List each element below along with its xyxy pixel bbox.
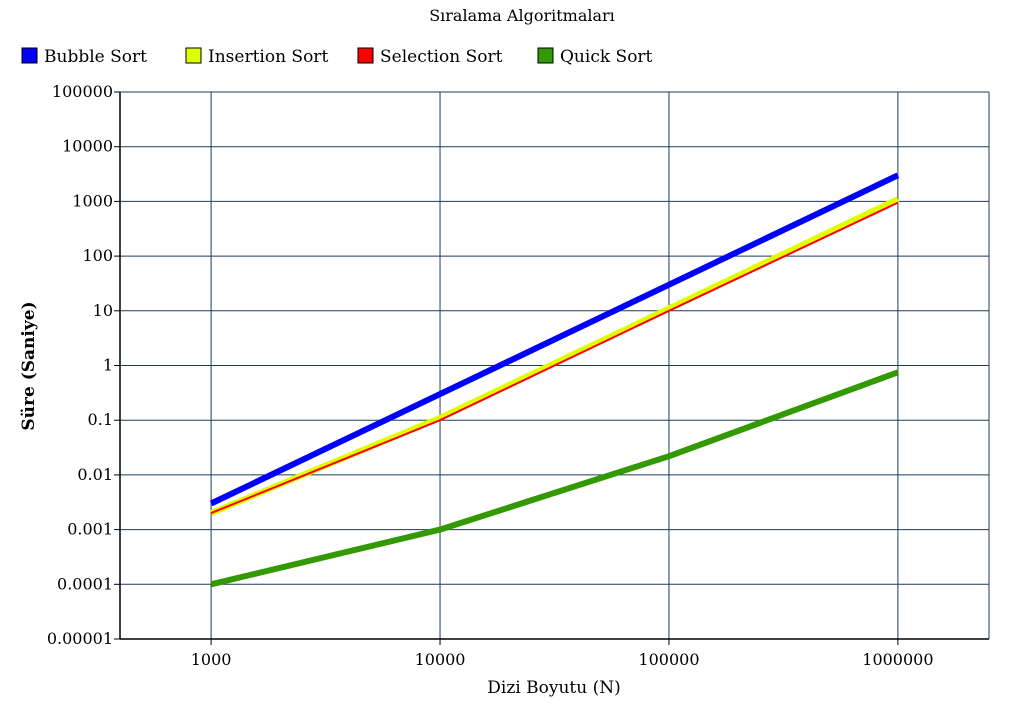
x-tick-label: 10000	[415, 650, 466, 669]
y-axis-label: Süre (Saniye)	[19, 301, 39, 430]
y-tick-label: 0.1	[88, 410, 113, 429]
y-tick-labels: 0.00001 0.0001 0.001 0.01 0.1 1 10 100 1000 10000…	[47, 82, 113, 648]
legend-swatch	[357, 47, 374, 64]
x-tick-label: 1000	[191, 650, 232, 669]
y-tick-label: 1	[103, 356, 113, 375]
series-line-quick-sort	[210, 369, 899, 588]
series-line-selection-sort	[210, 201, 899, 515]
y-tick-label: 10000	[62, 137, 113, 156]
legend-label: Insertion Sort	[208, 47, 328, 67]
legend-swatch	[185, 47, 202, 64]
legend-item-insertion-sort: Insertion Sort	[185, 47, 328, 67]
y-tick-label: 0.01	[77, 465, 113, 484]
y-tick-label: 100000	[52, 82, 113, 101]
y-tick-label: 0.0001	[57, 574, 113, 593]
x-tick-label: 100000	[638, 650, 699, 669]
y-tick-label: 10	[93, 301, 113, 320]
axes	[114, 91, 989, 645]
series-line-insertion-sort	[209, 196, 900, 516]
legend-swatch	[537, 47, 554, 64]
legend-item-selection-sort: Selection Sort	[357, 47, 503, 67]
series-lines	[209, 172, 900, 588]
legend-swatch	[21, 47, 38, 64]
y-tick-label: 0.001	[67, 520, 113, 539]
x-axis-label: Dizi Boyutu (N)	[487, 678, 620, 698]
y-tick-label: 1000	[72, 191, 113, 210]
y-tick-label: 100	[82, 246, 113, 265]
series-line-bubble-sort	[209, 172, 900, 507]
x-tick-labels: 1000 10000 100000 1000000	[191, 650, 934, 669]
legend-label: Quick Sort	[560, 47, 653, 67]
y-tick-label: 0.00001	[47, 629, 113, 648]
legend-item-bubble-sort: Bubble Sort	[21, 47, 147, 67]
legend-label: Selection Sort	[380, 47, 503, 67]
x-tick-label: 1000000	[862, 650, 933, 669]
chart-title: Sıralama Algoritmaları	[429, 6, 615, 25]
legend: Bubble Sort Insertion Sort Selection Sort Q…	[21, 47, 653, 67]
legend-item-quick-sort: Quick Sort	[537, 47, 653, 67]
legend-label: Bubble Sort	[44, 47, 147, 67]
